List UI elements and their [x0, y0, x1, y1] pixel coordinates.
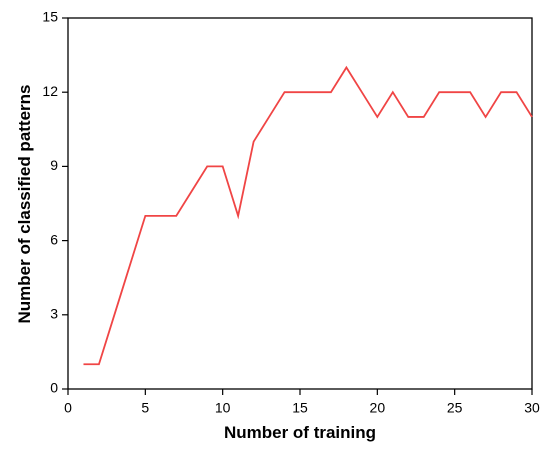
y-axis-title: Number of classified patterns	[15, 84, 34, 323]
y-tick-label: 12	[42, 83, 58, 99]
y-tick-label: 0	[50, 380, 58, 396]
plot-frame	[67, 17, 533, 390]
x-tick-label: 0	[64, 400, 72, 416]
x-tick-label: 20	[370, 400, 386, 416]
x-tick-label: 5	[141, 400, 149, 416]
x-tick-label: 25	[447, 400, 463, 416]
y-tick-label: 9	[50, 157, 58, 173]
y-tick-label: 3	[50, 306, 58, 322]
data-line	[83, 65, 533, 366]
y-tick-label: 6	[50, 231, 58, 247]
x-axis-title: Number of training	[224, 423, 376, 442]
x-tick-label: 10	[215, 400, 231, 416]
x-tick-label: 15	[292, 400, 308, 416]
y-tick-label: 15	[42, 9, 58, 25]
x-tick-label: 30	[524, 400, 540, 416]
